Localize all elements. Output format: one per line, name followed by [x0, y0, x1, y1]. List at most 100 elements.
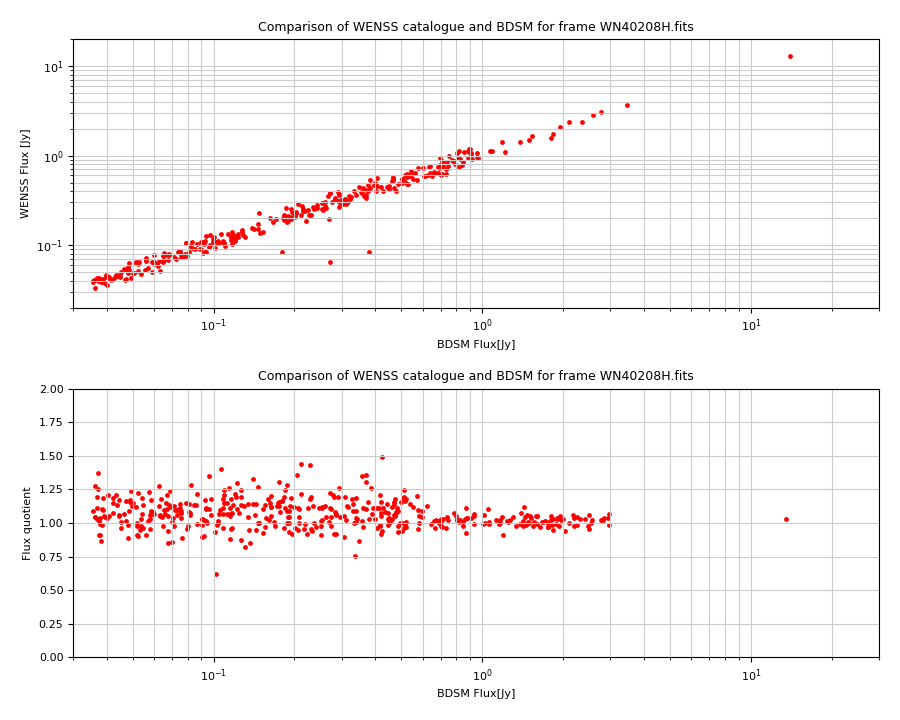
Point	[232, 508, 247, 519]
Point	[105, 497, 120, 508]
Point	[174, 513, 188, 524]
Point	[323, 187, 338, 199]
Point	[133, 520, 148, 531]
Point	[423, 161, 437, 172]
Point	[496, 529, 510, 541]
Point	[385, 502, 400, 513]
Point	[92, 530, 106, 541]
Point	[287, 211, 302, 222]
Point	[359, 503, 374, 515]
Point	[165, 516, 179, 527]
Point	[387, 498, 401, 510]
Point	[349, 516, 364, 528]
Point	[112, 510, 126, 521]
Point	[528, 510, 543, 522]
Point	[349, 505, 364, 516]
Point	[482, 145, 497, 157]
Point	[284, 204, 298, 215]
Point	[157, 254, 171, 266]
Point	[139, 255, 153, 266]
Point	[167, 505, 182, 516]
Point	[143, 523, 157, 534]
Point	[220, 508, 234, 520]
Point	[181, 520, 195, 531]
Point	[328, 193, 342, 204]
Point	[293, 210, 308, 221]
Point	[593, 107, 608, 118]
Point	[241, 498, 256, 510]
Point	[327, 528, 341, 540]
Point	[155, 512, 169, 523]
Point	[305, 500, 320, 512]
Point	[162, 249, 176, 261]
Point	[393, 497, 408, 508]
Point	[385, 174, 400, 186]
Point	[109, 489, 123, 500]
Point	[130, 518, 145, 529]
Point	[144, 508, 158, 520]
Point	[217, 484, 231, 495]
Point	[529, 518, 544, 530]
Point	[288, 522, 302, 534]
Point	[467, 508, 482, 520]
Point	[398, 518, 412, 530]
Point	[228, 488, 242, 500]
Point	[435, 168, 449, 180]
Point	[277, 209, 292, 220]
Point	[300, 528, 314, 540]
Point	[160, 490, 175, 501]
Point	[217, 498, 231, 509]
Point	[356, 503, 370, 514]
Point	[112, 509, 127, 521]
Point	[397, 523, 411, 534]
Point	[222, 533, 237, 544]
Point	[117, 263, 131, 274]
Point	[432, 162, 446, 174]
Point	[349, 492, 364, 504]
Point	[95, 503, 110, 515]
Point	[276, 491, 291, 503]
Point	[145, 256, 159, 268]
Point	[121, 532, 135, 544]
Point	[228, 235, 242, 247]
Point	[208, 243, 222, 254]
Point	[436, 160, 450, 171]
Point	[131, 256, 146, 267]
Point	[120, 495, 134, 507]
Point	[582, 509, 597, 521]
Point	[464, 148, 479, 160]
Point	[387, 182, 401, 194]
Point	[380, 499, 394, 510]
Point	[355, 470, 369, 482]
Point	[278, 484, 293, 495]
Point	[211, 518, 225, 529]
Point	[251, 219, 266, 230]
Point	[216, 522, 230, 534]
Point	[316, 204, 330, 216]
Point	[567, 512, 581, 523]
Point	[150, 260, 165, 271]
Point	[268, 213, 283, 225]
Point	[266, 216, 281, 228]
Point	[106, 273, 121, 284]
Point	[438, 522, 453, 534]
Point	[160, 249, 175, 261]
Point	[90, 502, 104, 513]
Point	[456, 516, 471, 527]
Point	[385, 171, 400, 183]
Point	[135, 492, 149, 504]
Point	[87, 282, 102, 294]
Point	[398, 495, 412, 506]
Point	[384, 513, 399, 525]
Point	[248, 509, 263, 521]
Point	[178, 237, 193, 248]
Point	[291, 199, 305, 210]
Point	[97, 510, 112, 522]
Point	[557, 525, 572, 536]
Point	[166, 500, 181, 511]
Point	[190, 518, 204, 530]
Point	[121, 267, 135, 279]
Point	[403, 165, 418, 176]
Point	[223, 234, 238, 246]
Point	[304, 491, 319, 503]
